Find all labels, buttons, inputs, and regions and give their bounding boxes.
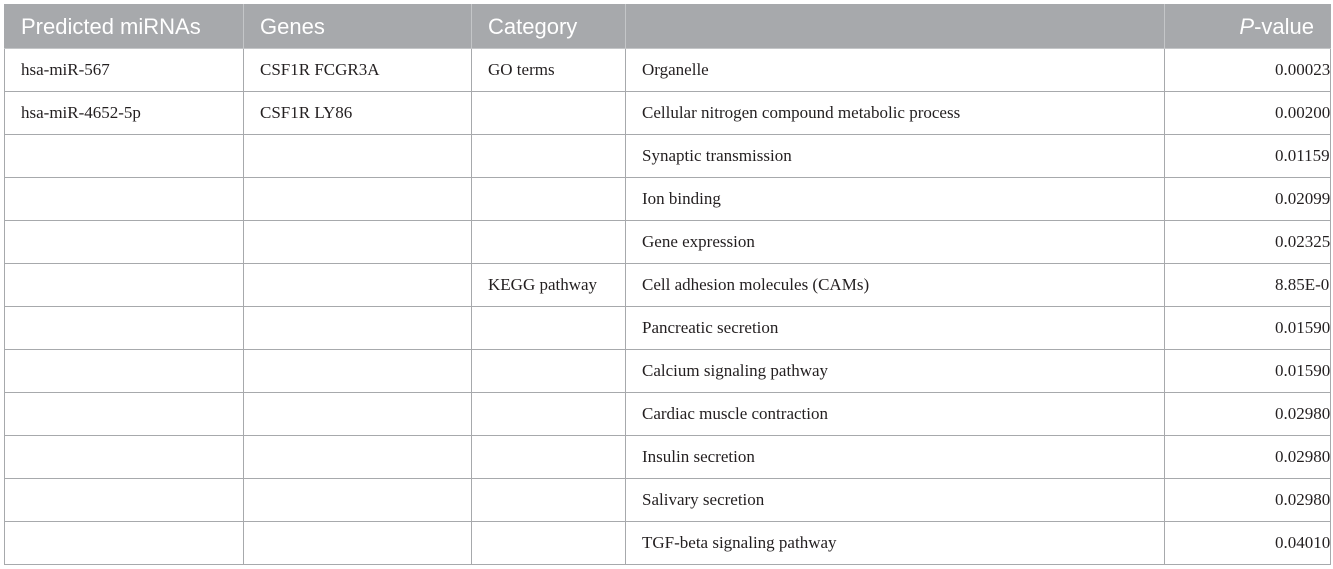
cell-term: Organelle	[625, 48, 1165, 92]
cell-category	[471, 521, 626, 565]
cell-genes	[243, 263, 472, 307]
cell-mirna	[4, 134, 244, 178]
cell-genes: CSF1R LY86	[243, 91, 472, 135]
table-row: KEGG pathway Cell adhesion molecules (CAM…	[4, 263, 1331, 307]
table-row: hsa-miR-4652-5p CSF1R LY86 Cellular nitrog…	[4, 91, 1331, 135]
cell-p-value: 0.040109	[1164, 521, 1331, 565]
cell-genes	[243, 134, 472, 178]
cell-p-value: 0.015902	[1164, 349, 1331, 393]
header-p-value: P-value	[1164, 4, 1331, 49]
cell-p-value: 0.011593	[1164, 134, 1331, 178]
cell-genes	[243, 435, 472, 479]
cell-category	[471, 349, 626, 393]
cell-category	[471, 478, 626, 522]
header-row: Predicted miRNAs Genes Category P-value	[4, 4, 1331, 49]
header-term	[625, 4, 1165, 49]
cell-genes	[243, 478, 472, 522]
cell-mirna	[4, 177, 244, 221]
table-header: Predicted miRNAs Genes Category P-value	[4, 4, 1331, 49]
cell-mirna	[4, 220, 244, 264]
cell-genes	[243, 220, 472, 264]
cell-genes: CSF1R FCGR3A	[243, 48, 472, 92]
cell-p-value: 0.002006	[1164, 91, 1331, 135]
cell-category	[471, 306, 626, 350]
cell-term: Synaptic transmission	[625, 134, 1165, 178]
table-body: hsa-miR-567 CSF1R FCGR3A GO terms Organelle…	[4, 48, 1331, 565]
cell-genes	[243, 521, 472, 565]
cell-term: Salivary secretion	[625, 478, 1165, 522]
cell-p-value: 0.02099	[1164, 177, 1331, 221]
cell-mirna: hsa-miR-567	[4, 48, 244, 92]
enrichment-table: Predicted miRNAs Genes Category P-value …	[4, 4, 1331, 565]
cell-mirna	[4, 263, 244, 307]
cell-category	[471, 392, 626, 436]
cell-category: KEGG pathway	[471, 263, 626, 307]
cell-genes	[243, 306, 472, 350]
cell-genes	[243, 392, 472, 436]
cell-term: Calcium signaling pathway	[625, 349, 1165, 393]
cell-term: Cell adhesion molecules (CAMs)	[625, 263, 1165, 307]
cell-term: Gene expression	[625, 220, 1165, 264]
cell-term: TGF-beta signaling pathway	[625, 521, 1165, 565]
cell-p-value: 0.023257	[1164, 220, 1331, 264]
cell-p-value: 0.029807	[1164, 478, 1331, 522]
cell-p-value: 0.029807	[1164, 392, 1331, 436]
cell-mirna	[4, 349, 244, 393]
cell-mirna	[4, 435, 244, 479]
cell-category	[471, 435, 626, 479]
table-row: Ion binding 0.02099	[4, 177, 1331, 221]
header-genes: Genes	[243, 4, 472, 49]
cell-p-value: 0.029807	[1164, 435, 1331, 479]
cell-p-value: 8.85E-05	[1164, 263, 1331, 307]
cell-mirna	[4, 521, 244, 565]
cell-p-value: 0.000234	[1164, 48, 1331, 92]
cell-category	[471, 220, 626, 264]
cell-mirna	[4, 306, 244, 350]
header-category: Category	[471, 4, 626, 49]
cell-genes	[243, 177, 472, 221]
cell-term: Cardiac muscle contraction	[625, 392, 1165, 436]
cell-mirna	[4, 478, 244, 522]
cell-term: Ion binding	[625, 177, 1165, 221]
cell-category: GO terms	[471, 48, 626, 92]
cell-term: Insulin secretion	[625, 435, 1165, 479]
cell-category	[471, 134, 626, 178]
table-row: hsa-miR-567 CSF1R FCGR3A GO terms Organelle…	[4, 48, 1331, 92]
cell-mirna	[4, 392, 244, 436]
cell-genes	[243, 349, 472, 393]
header-p-suffix: -value	[1254, 13, 1314, 39]
header-predicted-mirnas: Predicted miRNAs	[4, 4, 244, 49]
cell-term: Cellular nitrogen compound metabolic pro…	[625, 91, 1165, 135]
cell-term: Pancreatic secretion	[625, 306, 1165, 350]
cell-category	[471, 91, 626, 135]
cell-category	[471, 177, 626, 221]
cell-p-value: 0.015902	[1164, 306, 1331, 350]
cell-mirna: hsa-miR-4652-5p	[4, 91, 244, 135]
header-p-italic: P	[1239, 13, 1255, 39]
